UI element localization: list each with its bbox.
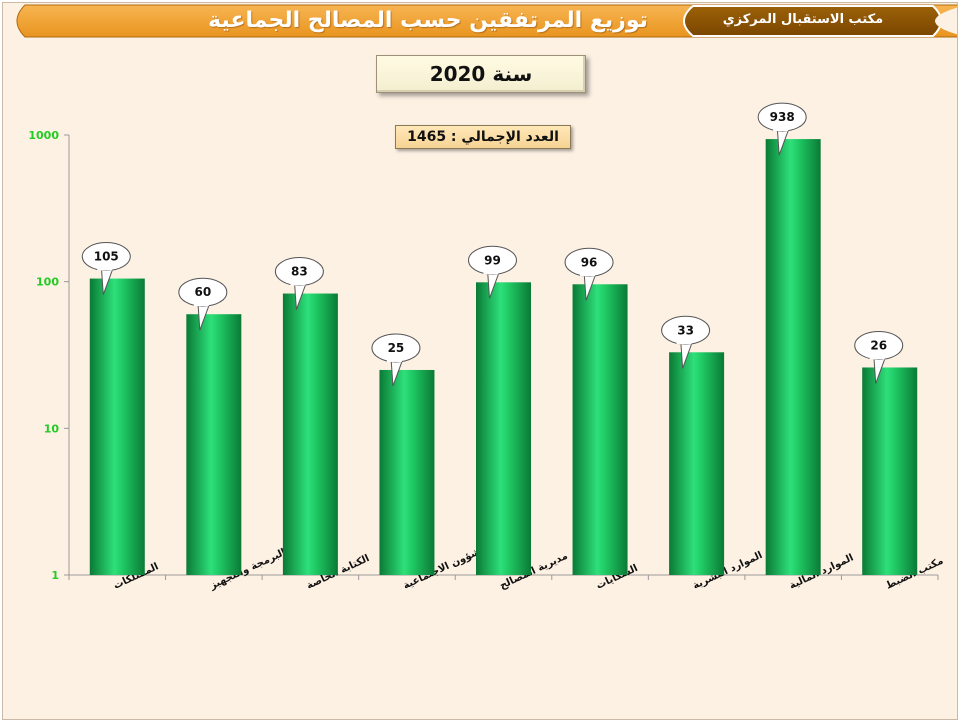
data-label: 105: [94, 250, 119, 264]
data-label-callout: 96: [564, 247, 614, 301]
data-labels-group: 105 60 83 25 99 96 33 938 26: [81, 102, 904, 387]
data-label: 96: [581, 255, 598, 269]
data-label: 26: [870, 338, 887, 352]
bar: [282, 293, 338, 575]
total-label: العدد الإجمالي : 1465: [395, 125, 571, 149]
banner-shape: [16, 4, 957, 38]
callout-joint: [483, 266, 499, 275]
callout-joint: [580, 268, 596, 277]
main-title: توزيع المرتفقين حسب المصالح الجماعية: [208, 8, 648, 33]
bar: [89, 278, 145, 575]
data-label-callout: 99: [468, 245, 517, 299]
data-label: 83: [291, 265, 308, 279]
title-banner: توزيع المرتفقين حسب المصالح الجماعية مكت…: [3, 3, 957, 39]
office-name: مكتب الاستقبال المركزي: [722, 12, 884, 27]
callout-joint: [97, 262, 113, 271]
data-label-callout: 105: [81, 242, 131, 295]
data-label: 33: [677, 323, 694, 337]
bar: [476, 282, 531, 575]
bar: [669, 352, 725, 575]
callout-joint: [676, 336, 692, 345]
callout-joint: [773, 123, 789, 132]
bar: [186, 314, 242, 575]
data-label: 60: [194, 285, 211, 299]
bar: [572, 284, 628, 575]
data-label: 25: [388, 341, 405, 355]
data-label-callout: 26: [854, 330, 904, 384]
y-tick-label: 10: [44, 422, 60, 435]
data-label-callout: 25: [371, 333, 421, 387]
bars-group: [89, 139, 918, 576]
callout-joint: [386, 353, 402, 362]
year-label: سنة 2020: [376, 55, 586, 93]
bar: [765, 139, 821, 576]
callout-joint: [193, 298, 209, 307]
data-label-callout: 83: [274, 257, 324, 310]
data-label-callout: 33: [661, 315, 711, 369]
y-tick-label: 1: [51, 569, 59, 582]
data-label: 938: [770, 110, 795, 124]
bar: [379, 369, 435, 575]
callout-joint: [869, 351, 885, 360]
y-tick-label: 100: [36, 276, 59, 289]
bar: [862, 367, 918, 575]
data-label-callout: 60: [178, 277, 228, 331]
y-tick-label: 1000: [28, 129, 59, 142]
data-label-callout: 938: [757, 102, 807, 156]
callout-joint: [290, 277, 306, 286]
data-label: 99: [484, 253, 501, 267]
